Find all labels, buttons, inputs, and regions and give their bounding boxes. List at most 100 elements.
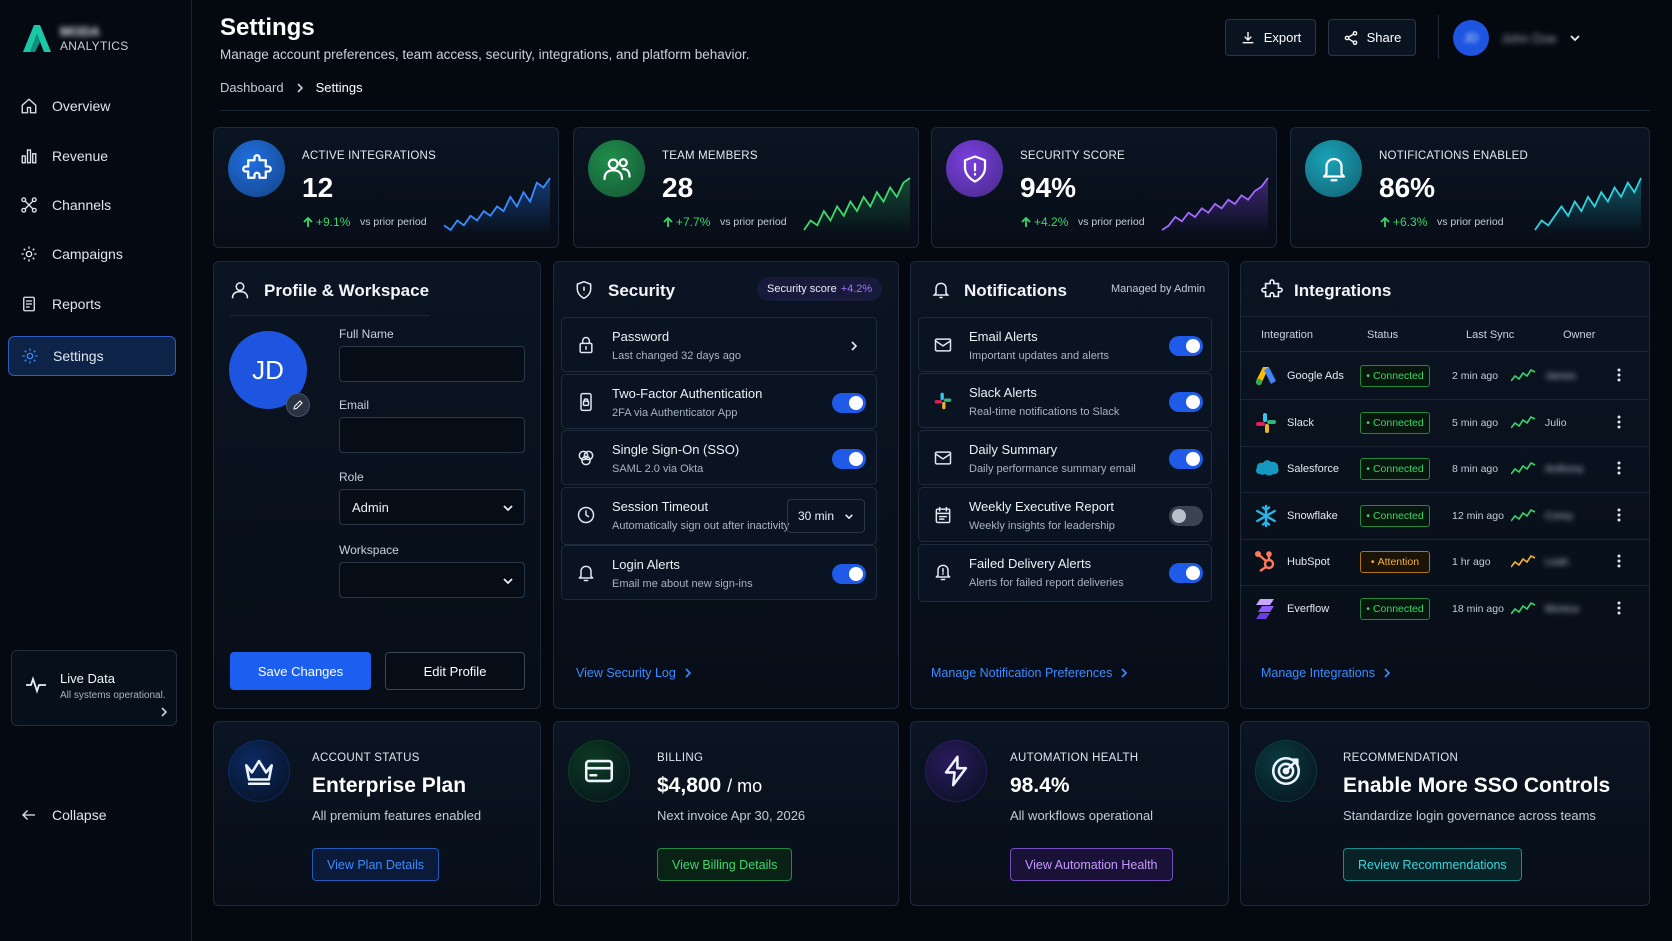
collapse-button[interactable]: Collapse <box>20 806 106 824</box>
manage-integrations-link[interactable]: Manage Integrations <box>1261 666 1391 680</box>
target-icon <box>1271 756 1301 786</box>
kpi-label: TEAM MEMBERS <box>662 150 758 162</box>
notification-toggle[interactable] <box>1169 563 1203 583</box>
collapse-label: Collapse <box>52 807 107 823</box>
view-security-log-link[interactable]: View Security Log <box>576 666 692 680</box>
sidebar-item-campaigns[interactable]: Campaigns <box>8 234 176 274</box>
summary-label: AUTOMATION HEALTH <box>1010 752 1139 764</box>
integration-name: Everflow <box>1287 602 1330 615</box>
summary-button[interactable]: View Automation Health <box>1010 848 1173 881</box>
notification-toggle[interactable] <box>1169 506 1203 526</box>
notification-row-sub: Important updates and alerts <box>969 350 1110 362</box>
notification-toggle[interactable] <box>1169 449 1203 469</box>
security-toggle[interactable] <box>832 449 866 469</box>
owner-name: Monica <box>1545 602 1579 615</box>
kpi-delta: +6.3% <box>1379 215 1427 229</box>
column-integration: Integration <box>1261 329 1313 341</box>
full-name-input[interactable] <box>339 346 525 382</box>
hubspot-icon <box>1255 551 1275 572</box>
user-menu[interactable]: JD John Doe <box>1453 20 1581 56</box>
breadcrumb-dashboard[interactable]: Dashboard <box>220 80 284 95</box>
sparkline-area <box>1162 178 1268 234</box>
sync-trend-icon <box>1511 601 1536 614</box>
table-row[interactable]: Everflow • Connected 18 min ago Monica <box>1241 586 1649 632</box>
export-label: Export <box>1263 30 1302 45</box>
table-row[interactable]: HubSpot • Attention 1 hr ago Leah <box>1241 539 1649 586</box>
summary-icon-circle <box>925 740 987 802</box>
table-row[interactable]: Snowflake • Connected 12 min ago Corey <box>1241 493 1649 540</box>
workspace-label: Workspace <box>339 543 399 557</box>
security-toggle[interactable] <box>832 564 866 584</box>
edit-avatar-button[interactable] <box>286 393 310 417</box>
sidebar-item-overview[interactable]: Overview <box>8 86 176 126</box>
puzzle-icon <box>1261 279 1283 298</box>
chevron-right-icon <box>297 82 303 93</box>
email-label: Email <box>339 398 370 412</box>
security-score-badge: Security score +4.2% <box>757 277 883 301</box>
more-options-icon <box>1617 554 1621 568</box>
bell-icon <box>578 565 594 582</box>
security-row[interactable]: Password Last changed 32 days ago <box>561 317 877 372</box>
role-select[interactable]: Admin <box>339 489 525 525</box>
status-badge: • Connected <box>1360 365 1430 387</box>
notification-toggle[interactable] <box>1169 336 1203 356</box>
sparkline-area <box>804 178 910 234</box>
security-row-title: Session Timeout <box>612 499 709 514</box>
status-badge: • Connected <box>1360 597 1430 620</box>
page-subtitle: Manage account preferences, team access,… <box>220 47 750 62</box>
email-input[interactable] <box>339 417 525 453</box>
more-options-icon <box>1617 415 1621 428</box>
notification-row-title: Weekly Executive Report <box>969 499 1114 514</box>
sidebar-item-reports[interactable]: Reports <box>8 284 176 324</box>
sidebar-item-channels[interactable]: Channels <box>8 185 176 225</box>
chevron-right-icon <box>851 341 858 351</box>
snowflake-icon <box>1256 504 1276 527</box>
live-data-card[interactable]: Live Data All systems operational. <box>11 650 177 726</box>
summary-title: $4,800 / mo <box>657 774 763 797</box>
kpi-card: ACTIVE INTEGRATIONS 12 +9.1% vs prior pe… <box>213 127 559 248</box>
sidebar-item-label: Reports <box>52 296 102 312</box>
security-row-title: Two-Factor Authentication <box>612 386 763 401</box>
kpi-prior: vs prior period <box>360 216 427 228</box>
summary-button[interactable]: View Billing Details <box>657 848 793 881</box>
summary-icon-circle <box>1255 740 1317 802</box>
notification-toggle[interactable] <box>1169 392 1203 412</box>
notification-row: Failed Delivery Alerts Alerts for failed… <box>918 544 1212 602</box>
sync-trend-icon <box>1511 461 1536 475</box>
manage-notification-preferences-link[interactable]: Manage Notification Preferences <box>931 666 1128 680</box>
table-row[interactable]: Salesforce • Connected 8 min ago Anthony <box>1241 446 1649 493</box>
summary-sub: All workflows operational <box>1010 808 1154 823</box>
share-button[interactable]: Share <box>1328 19 1416 56</box>
column-status: Status <box>1367 329 1399 341</box>
security-row-sub: Automatically sign out after inactivity <box>612 520 790 532</box>
summary-card: BILLING $4,800 / mo Next invoice Apr 30,… <box>553 721 899 906</box>
table-row[interactable]: Slack • Connected 5 min ago Julio <box>1241 400 1649 447</box>
sidebar: MODA ANALYTICS Overview Revenue Channels… <box>0 0 192 941</box>
chevron-right-icon <box>1121 668 1128 678</box>
integration-name: Salesforce <box>1287 463 1339 475</box>
kpi-icon-circle <box>1305 140 1362 197</box>
security-toggle[interactable] <box>832 393 866 413</box>
save-changes-button[interactable]: Save Changes <box>230 652 371 690</box>
profile-card: Profile & Workspace JD Full Name Email R… <box>213 261 541 709</box>
edit-profile-button[interactable]: Edit Profile <box>385 652 525 690</box>
clock-icon <box>577 506 595 524</box>
kpi-sparkline <box>803 177 911 234</box>
export-button[interactable]: Export <box>1225 19 1316 56</box>
arrow-up-icon <box>1380 216 1390 227</box>
session-timeout-select[interactable]: 30 min <box>787 499 865 533</box>
sidebar-item-revenue[interactable]: Revenue <box>8 136 176 176</box>
sidebar-item-settings[interactable]: Settings <box>8 336 176 376</box>
summary-button[interactable]: Review Recommendations <box>1343 848 1522 881</box>
owner-name: Corey <box>1545 509 1574 522</box>
workspace-select[interactable] <box>339 562 525 598</box>
lock-icon <box>579 336 593 354</box>
security-row: Login Alerts Email me about new sign-ins <box>561 545 877 600</box>
status-badge: • Connected <box>1360 411 1430 434</box>
brand-logo[interactable]: MODA ANALYTICS <box>20 22 129 54</box>
summary-button[interactable]: View Plan Details <box>312 848 440 881</box>
table-row[interactable]: Google Ads • Connected 2 min ago James <box>1241 353 1649 400</box>
summary-icon-circle <box>228 740 290 802</box>
profile-avatar[interactable]: JD <box>229 331 307 409</box>
kpi-label: NOTIFICATIONS ENABLED <box>1379 150 1529 162</box>
